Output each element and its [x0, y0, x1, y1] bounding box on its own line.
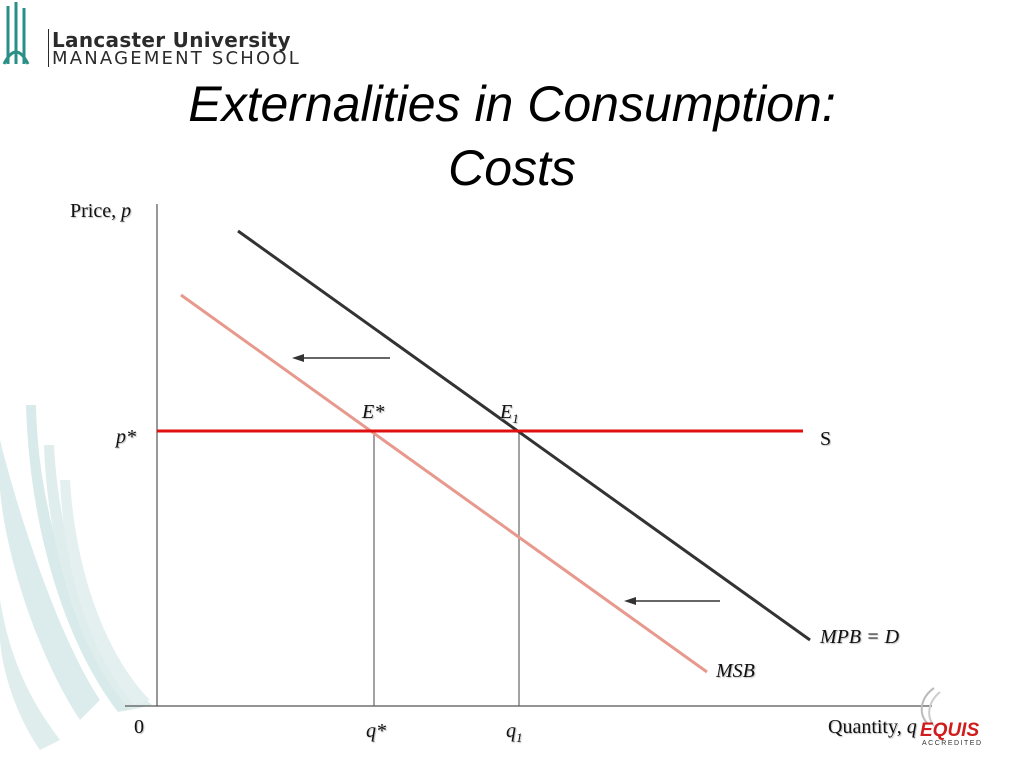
x-axis-label-text: Quantity, [828, 716, 907, 738]
q1-label-sub: 1 [516, 730, 523, 745]
e-star-label: E* [362, 401, 385, 423]
y-axis-label-text: Price, [70, 200, 122, 222]
logo-divider [48, 29, 49, 67]
origin-label: 0 [134, 716, 144, 738]
p-star-label: p* [116, 426, 136, 448]
shift-arrow-lower [624, 597, 720, 605]
logo-school: MANAGEMENT SCHOOL [52, 48, 302, 69]
logo-emblem-icon [2, 2, 30, 65]
e1-label-sub: 1 [512, 411, 519, 426]
q-star-label: q* [366, 720, 386, 742]
q1-label-main: q [506, 720, 516, 742]
y-axis-label: Price, p [70, 200, 131, 223]
slide-title-line1: Externalities in Consumption: [188, 76, 836, 132]
shift-arrow-upper [292, 354, 390, 362]
slide-title: Externalities in Consumption: Costs [0, 72, 1024, 200]
supply-label: S [820, 428, 832, 450]
slide-title-line2: Costs [448, 140, 576, 196]
x-axis-label-var: q [906, 716, 917, 738]
e1-label-main: E [500, 401, 513, 423]
equis-badge-icon [920, 687, 941, 727]
q1-label: q1 [506, 720, 523, 746]
equis-badge-text: EQUIS [920, 720, 980, 741]
msb-label: MSB [716, 660, 755, 682]
x-axis-label: Quantity, q [828, 716, 917, 739]
mpb-demand-label: MPB = D [820, 626, 900, 648]
university-logo: Lancaster University MANAGEMENT SCHOOL [0, 0, 340, 72]
y-axis-label-var: p [121, 200, 132, 222]
logo-name: Lancaster University [52, 28, 291, 52]
e1-label: E1 [500, 401, 519, 427]
msb-curve [180, 293, 708, 674]
equis-badge-sub: ACCREDITED [922, 740, 983, 747]
decorative-ribbons [0, 405, 152, 750]
mpb-demand-curve [237, 229, 811, 642]
